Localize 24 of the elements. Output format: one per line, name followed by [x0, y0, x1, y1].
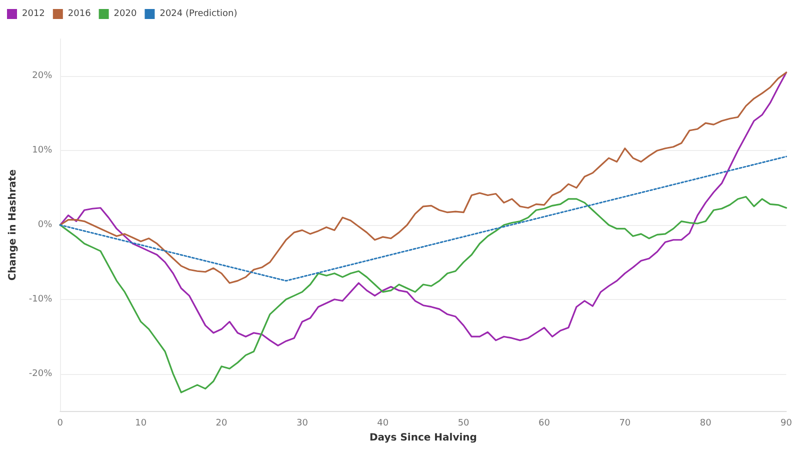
y-tick-label: -10%	[28, 294, 53, 304]
line-series	[59, 72, 788, 346]
x-tick-label: 60	[538, 418, 550, 428]
x-tick-label: 0	[57, 418, 64, 428]
x-tick-label: 80	[700, 418, 712, 428]
legend-label: 2024 (Prediction)	[160, 9, 238, 19]
y-tick-label: 20%	[32, 71, 53, 82]
y-tick-label: 0%	[38, 220, 53, 230]
y-tick-label: 10%	[32, 146, 53, 156]
y-axis-title: Change in Hashrate	[8, 169, 18, 281]
y-tick-label: -20%	[28, 368, 53, 379]
x-tick-label: 40	[377, 418, 389, 428]
legend-label: 2012	[22, 9, 45, 19]
x-tick-label: 20	[216, 418, 228, 428]
x-axis-title: Days Since Halving	[370, 432, 477, 444]
x-tick-label: 50	[458, 418, 470, 428]
legend-label: 2016	[68, 9, 92, 19]
line-series	[59, 72, 788, 284]
line-series	[59, 196, 788, 394]
x-tick-label: 70	[619, 418, 631, 428]
x-tick-label: 30	[296, 418, 308, 428]
x-tick-label: 90	[780, 418, 792, 428]
legend-label: 2020	[114, 9, 137, 19]
x-tick-label: 10	[135, 418, 147, 428]
